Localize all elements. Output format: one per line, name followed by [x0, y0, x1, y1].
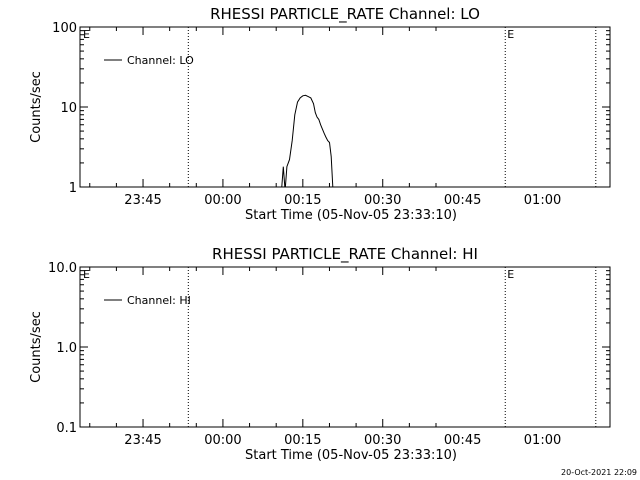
x-tick-label: 00:45 [444, 193, 481, 208]
y-tick-label: 1 [69, 181, 77, 196]
series-line [281, 94, 334, 187]
y-tick-label: 0.1 [56, 421, 77, 436]
x-tick-label: 23:45 [124, 433, 161, 448]
legend-label: Channel: HI [127, 294, 191, 307]
y-tick-label: 100 [52, 21, 77, 36]
x-tick-label: 23:45 [124, 193, 161, 208]
y-tick-label: 10.0 [48, 261, 77, 276]
plot-frame [79, 26, 611, 188]
x-tick-label: 00:00 [204, 433, 241, 448]
event-marker-label: E [507, 268, 514, 281]
x-axis-label: Start Time (05-Nov-05 23:33:10) [245, 208, 457, 223]
panel-lo: RHESSI PARTICLE_RATE Channel: LO 1 10 100 23… [29, 5, 611, 223]
x-tick-label: 00:15 [284, 433, 321, 448]
y-tick-label: 1.0 [56, 341, 77, 356]
event-marker-label: E [507, 28, 514, 41]
x-tick-label: 01:00 [524, 433, 561, 448]
chart-title: RHESSI PARTICLE_RATE Channel: HI [212, 245, 478, 264]
x-tick-label: 00:30 [364, 433, 401, 448]
x-tick-label: 00:15 [284, 193, 321, 208]
plot-frame [79, 266, 611, 428]
y-axis-label: Counts/sec [29, 71, 44, 143]
start-marker-label: E [83, 28, 90, 41]
x-tick-label: 00:45 [444, 433, 481, 448]
y-axis-label: Counts/sec [29, 311, 44, 383]
x-axis-label: Start Time (05-Nov-05 23:33:10) [245, 448, 457, 463]
legend-label: Channel: LO [127, 54, 194, 67]
x-tick-label: 00:30 [364, 193, 401, 208]
x-tick-label: 01:00 [524, 193, 561, 208]
panel-hi: RHESSI PARTICLE_RATE Channel: HI 0.1 1.0 10… [29, 245, 611, 463]
y-tick-label: 10 [60, 101, 77, 116]
start-marker-label: E [83, 268, 90, 281]
x-tick-label: 00:00 [204, 193, 241, 208]
chart-title: RHESSI PARTICLE_RATE Channel: LO [210, 5, 480, 24]
timestamp: 20-Oct-2021 22:09 [561, 468, 637, 477]
